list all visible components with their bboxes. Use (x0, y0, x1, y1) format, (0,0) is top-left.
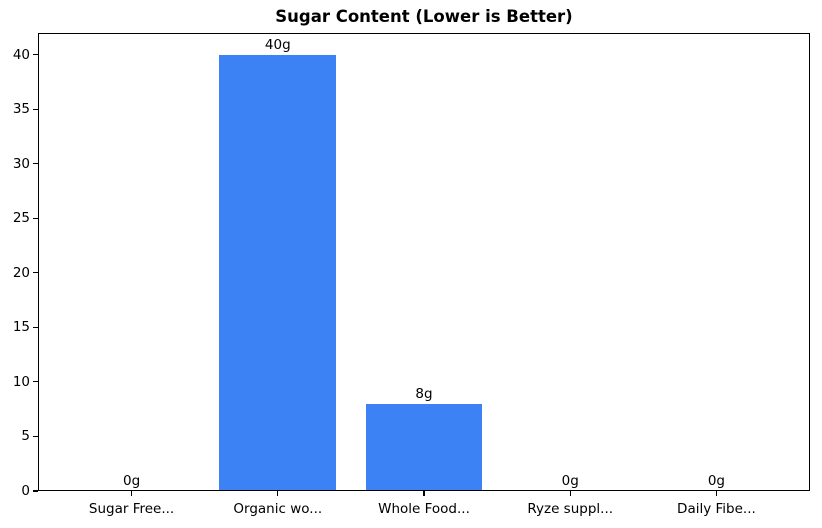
y-tick-label: 35 (12, 101, 30, 118)
y-tick (33, 490, 38, 492)
x-tick-label: Whole Food... (378, 501, 470, 517)
bar-value-label: 8g (415, 385, 433, 402)
x-tick (131, 491, 133, 496)
y-tick (33, 435, 38, 438)
bar-value-label: 0g (561, 473, 579, 489)
bar-value-label: 40g (264, 36, 291, 53)
x-tick (569, 491, 571, 496)
bar-value-label: 0g (122, 473, 141, 489)
bar-value-label: 0g (707, 473, 726, 489)
y-tick (33, 272, 38, 274)
y-tick (33, 326, 38, 328)
x-tick (423, 491, 425, 496)
chart-title: Sugar Content (Lower is Better) (275, 7, 573, 26)
y-tick (33, 163, 38, 165)
y-tick-label: 25 (12, 210, 30, 227)
y-tick-label: 0 (21, 483, 30, 499)
x-tick-label: Daily Fibe... (677, 501, 756, 517)
bar (219, 54, 337, 490)
y-tick-label: 40 (12, 46, 30, 63)
bar (365, 403, 483, 490)
y-tick-label: 5 (21, 428, 30, 445)
y-tick (33, 54, 38, 56)
x-tick (715, 491, 717, 496)
y-tick-label: 15 (12, 319, 30, 336)
y-tick-label: 20 (12, 264, 30, 281)
x-tick (277, 491, 279, 496)
x-tick-label: Organic wo... (233, 501, 323, 517)
y-tick-label: 30 (12, 155, 30, 172)
x-tick-label: Sugar Free... (88, 501, 175, 517)
y-tick (33, 108, 38, 110)
x-tick-label: Ryze suppl... (527, 501, 614, 517)
y-tick-label: 10 (12, 373, 30, 390)
y-tick (33, 381, 38, 383)
y-tick (33, 217, 38, 219)
